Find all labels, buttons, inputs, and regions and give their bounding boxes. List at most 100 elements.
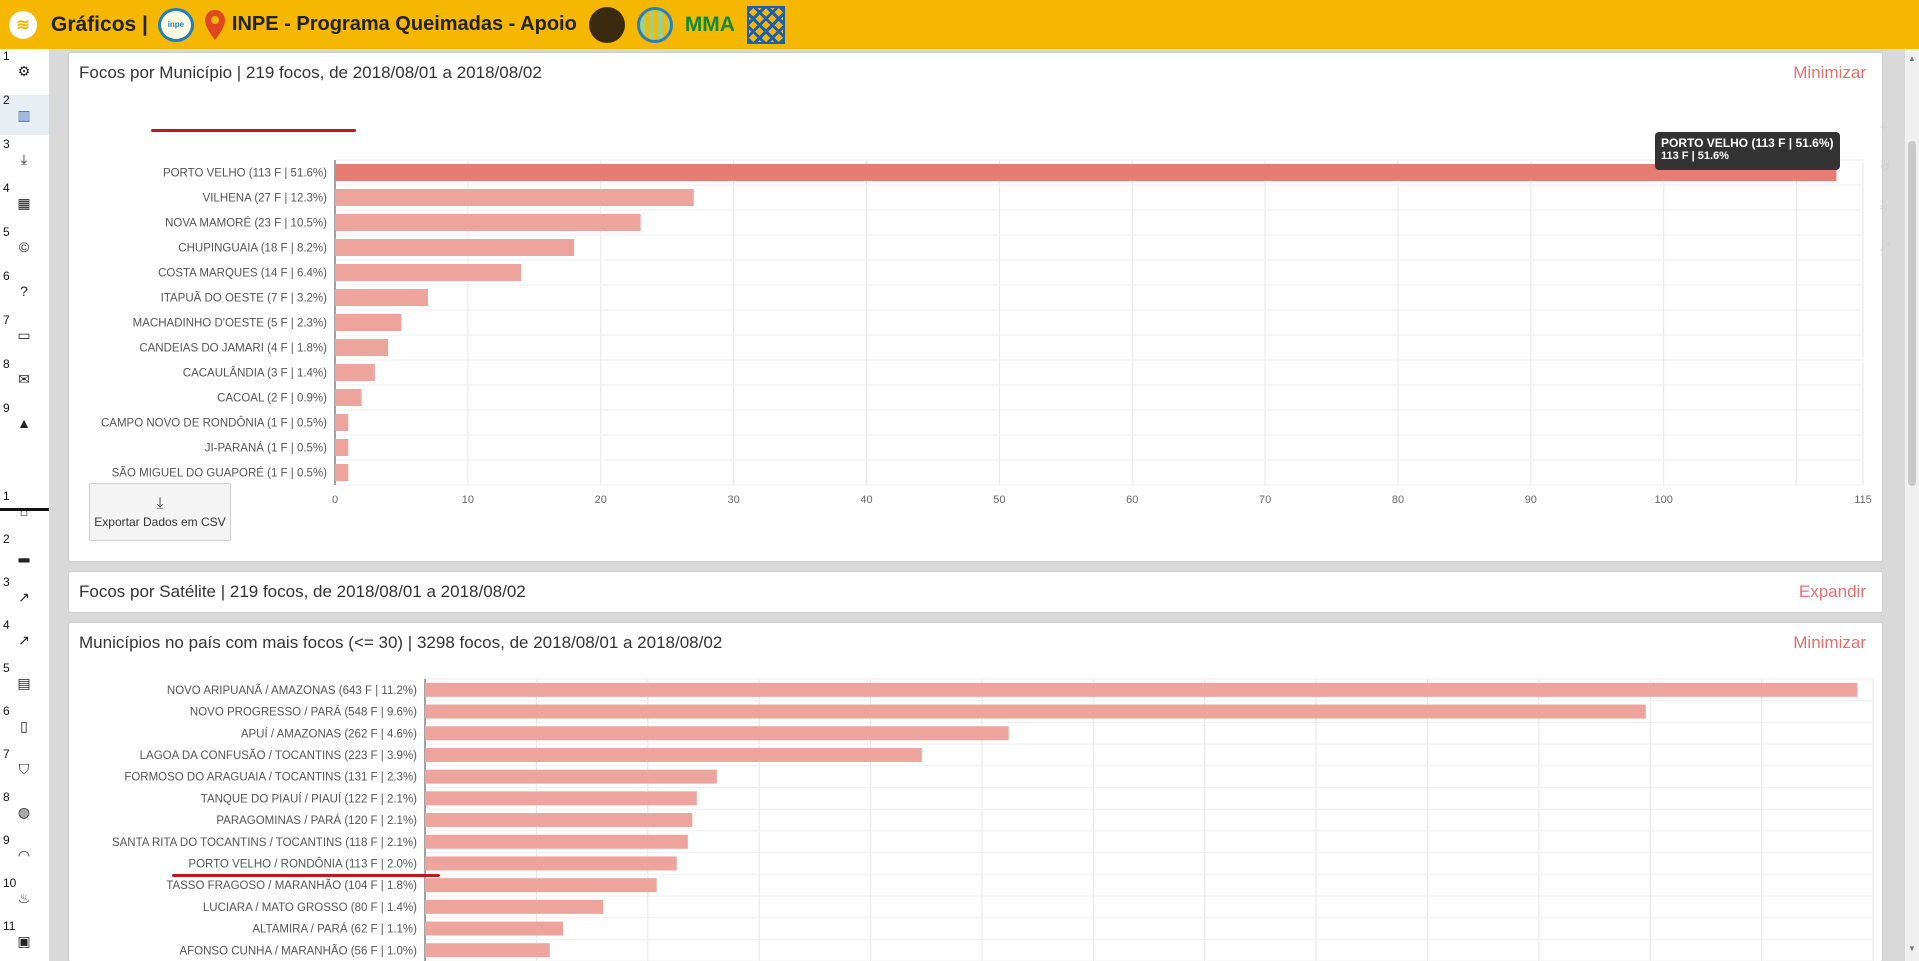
envelope-icon: ✉ (18, 371, 30, 387)
crop-icon[interactable]: ⌗ (1880, 200, 1887, 214)
x-tick-label: 50 (993, 494, 1005, 506)
sidebar-item-number: 4 (3, 181, 10, 195)
bar (425, 726, 1009, 741)
sidebar-item-number: 2 (3, 93, 10, 107)
category-label: AFONSO CUNHA / MARANHÃO (56 F | 1.0%) (179, 944, 417, 957)
category-label: SANTA RITA DO TOCANTINS / TOCANTINS (118… (112, 837, 417, 849)
category-label: TANQUE DO PIAUÍ / PIAUÍ (122 F | 2.1%) (201, 792, 417, 805)
bar (335, 414, 349, 431)
category-label: TASSO FRAGOSO / MARANHÃO (104 F | 1.8%) (166, 879, 417, 892)
x-tick-label: 20 (595, 494, 607, 506)
bar (335, 339, 389, 356)
category-label: CAMPO NOVO DE RONDÔNIA (1 F | 0.5%) (101, 417, 327, 430)
category-label: PORTO VELHO (113 F | 51.6%) (163, 168, 327, 180)
sidebar-item-number: 7 (3, 747, 10, 761)
panel-municipios-pais: Municípios no país com mais focos (<= 30… (69, 623, 1882, 961)
minimize-button[interactable]: Minimizar (1793, 63, 1866, 82)
x-tick-label: 0 (332, 494, 338, 506)
sidebar-item-number: 11 (3, 919, 16, 933)
sidebar-item-top-4[interactable]: 4 ▦ (0, 181, 49, 223)
bar (425, 921, 564, 936)
sidebar-item-top-1[interactable]: 1 ⚙ (0, 49, 49, 91)
x-tick-label: 115 (1854, 494, 1872, 506)
sidebar-item-number: 5 (3, 225, 10, 239)
sidebar-item-number: 1 (3, 49, 10, 63)
category-label: ITAPUÃ DO OESTE (7 F | 3.2%) (161, 292, 328, 305)
sidebar-item-bottom-9[interactable]: 9 ◠ (0, 833, 49, 875)
sidebar-item-top-6[interactable]: 6? (0, 269, 49, 311)
panel-title: Focos por Satélite | 219 focos, de 2018/… (79, 582, 526, 601)
panel-title: Focos por Município | 219 focos, de 2018… (79, 63, 542, 82)
fire-check-icon: ♨ (17, 890, 31, 906)
sidebar-item-number: 10 (3, 876, 17, 890)
zoom-icon[interactable]: + (1880, 120, 1888, 134)
sidebar-item-number: 1 (3, 489, 10, 503)
category-label: LUCIARA / MATO GROSSO (80 F | 1.4%) (203, 902, 417, 914)
bar (335, 239, 575, 256)
chart-toolbar: + ↺ ⌗ ⤢ (1880, 120, 1898, 280)
sidebar-item-number: 8 (3, 790, 10, 804)
sidebar-item-bottom-10[interactable]: 10 ♨ (0, 876, 49, 918)
bar (335, 314, 402, 331)
export-csv-button[interactable]: ⤓ Exportar Dados em CSV (89, 483, 231, 541)
scroll-down-icon[interactable]: ▼ (1908, 944, 1916, 953)
category-label: FORMOSO DO ARAGUAIA / TOCANTINS (131 F |… (124, 772, 417, 784)
bar (425, 682, 1858, 697)
scroll-thumb[interactable] (1908, 141, 1916, 486)
category-label: VILHENA (27 F | 12.3%) (203, 193, 328, 205)
sidebar-item-bottom-1[interactable]: 1 ⌂ (0, 489, 49, 531)
page-scrollbar[interactable]: ▲ ▼ (1905, 49, 1919, 961)
scroll-up-icon[interactable]: ▲ (1908, 54, 1916, 63)
bar (425, 813, 693, 828)
sidebar-divider (0, 508, 49, 511)
bar (425, 704, 1646, 719)
sidebar-item-number: 6 (3, 269, 10, 283)
bar (335, 439, 349, 456)
inpe-logo: inpe (157, 7, 194, 42)
category-label: NOVO PROGRESSO / PARÁ (548 F | 9.6%) (190, 706, 417, 719)
sidebar-item-bottom-6[interactable]: 6 ▯ (0, 704, 49, 746)
minimize-button[interactable]: Minimizar (1793, 633, 1866, 652)
bar-chart-icon: ▥ (17, 107, 31, 123)
page-title: Gráficos | (51, 12, 148, 36)
coat-of-arms-logo (588, 6, 625, 43)
database-icon[interactable]: ≋ (9, 10, 37, 39)
x-tick-label: 40 (860, 494, 872, 506)
sidebar-item-bottom-8[interactable]: 8 ◍ (0, 790, 49, 832)
globe-fire-icon: ◍ (17, 804, 31, 820)
sidebar-item-top-2[interactable]: 2 ▥ (0, 93, 49, 135)
sidebar-item-top-7[interactable]: 7 ▭ (0, 313, 49, 355)
sidebar-item-top-5[interactable]: 5 © (0, 225, 49, 267)
category-label: APUÍ / AMAZONAS (262 F | 4.6%) (241, 727, 417, 740)
sidebar-item-bottom-11[interactable]: 11 ▣ (0, 919, 49, 961)
mma-logo-text: MMA (684, 12, 735, 36)
pais-bar-chart: NOVO ARIPUANÃ / AMAZONAS (643 F | 11.2%)… (112, 678, 1874, 961)
sidebar-item-bottom-5[interactable]: 5 ▤ (0, 661, 49, 703)
fullscreen-icon[interactable]: ⤢ (1880, 240, 1890, 254)
category-label: COSTA MARQUES (14 F | 6.4%) (158, 268, 327, 280)
shield-fire-icon: ⛉ (18, 761, 30, 777)
tooltip-value: 113 F | 51.6% (1661, 150, 1729, 162)
sidebar-item-top-9[interactable]: 9 ▲ (0, 401, 49, 443)
sidebar-item-number: 7 (3, 313, 10, 327)
sidebar-item-bottom-4[interactable]: 4 ↗ (0, 618, 49, 660)
bar (425, 878, 657, 893)
category-label: CACOAL (2 F | 0.9%) (217, 393, 327, 405)
chart-tooltip: PORTO VELHO (113 F | 51.6%) 113 F | 51.6… (1655, 132, 1840, 170)
gauge-icon: ◠ (17, 847, 31, 863)
bar (335, 289, 429, 306)
trend-chart-icon: ↗ (18, 589, 30, 605)
sidebar-item-top-8[interactable]: 8 ✉ (0, 357, 49, 399)
annotation-underline (151, 129, 356, 132)
sidebar-item-bottom-3[interactable]: 3 ↗ (0, 575, 49, 617)
sidebar-item-bottom-7[interactable]: 7 ⛉ (0, 747, 49, 789)
x-tick-label: 100 (1655, 494, 1673, 506)
bar (335, 364, 375, 381)
bar (335, 264, 522, 281)
top-bar: ≋ Gráficos | inpe INPE - Programa Queima… (0, 0, 1919, 49)
sidebar-item-top-3[interactable]: 3 ⤓ (0, 137, 49, 179)
restore-icon[interactable]: ↺ (1880, 160, 1891, 174)
expand-button[interactable]: Expandir (1798, 582, 1866, 601)
program-title: INPE - Programa Queimadas - Apoio (231, 13, 577, 35)
sidebar-item-bottom-2[interactable]: 2 ▂ (0, 532, 49, 574)
